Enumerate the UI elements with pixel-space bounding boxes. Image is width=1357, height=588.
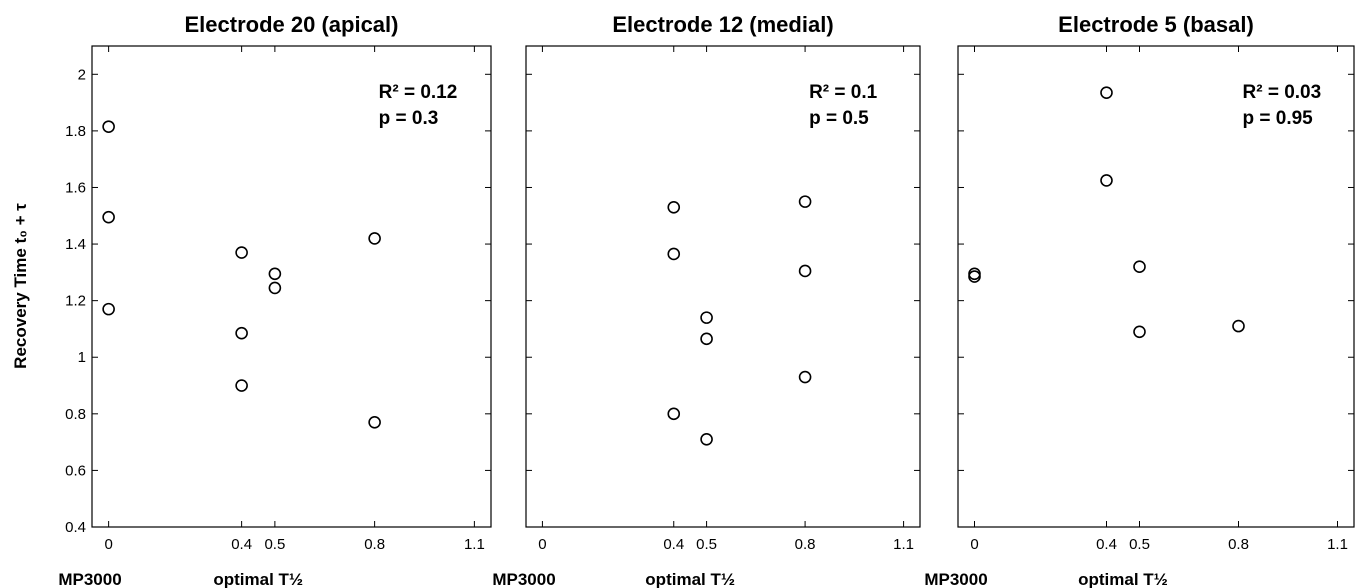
x-tick-label: 0 xyxy=(538,536,546,553)
data-point xyxy=(102,302,115,316)
x-tick-label: 1.1 xyxy=(464,536,485,553)
x-tick-label: 0 xyxy=(970,536,978,553)
y-tick-label: 1.4 xyxy=(65,236,86,253)
x-group-label-optimal: optimal T½ xyxy=(645,570,735,588)
panel-2: Electrode 12 (medial) 0 0.4 0.5 0.8 1.1 MP3000… xyxy=(492,12,921,588)
x-group-label-optimal: optimal T½ xyxy=(1078,570,1168,588)
y-tick-label: 0.6 xyxy=(65,462,86,479)
data-point xyxy=(798,370,812,384)
x-tick-label: 0.5 xyxy=(264,536,285,553)
data-point xyxy=(235,326,248,340)
data-point xyxy=(968,270,981,283)
data-point xyxy=(368,232,381,245)
data-point xyxy=(667,407,681,421)
r-squared-annotation: R² = 0.12 xyxy=(379,82,458,103)
x-tick-label: 0.4 xyxy=(1096,536,1117,553)
x-tick-label: 0.5 xyxy=(1129,536,1150,553)
x-tick-label: 0.4 xyxy=(663,536,684,553)
plot-frame xyxy=(91,45,492,528)
y-tick-label: 0.8 xyxy=(65,406,86,423)
x-group-label-mp3000: MP3000 xyxy=(58,570,121,588)
x-group-label-optimal: optimal T½ xyxy=(213,570,303,588)
x-tick-label: 0.8 xyxy=(364,536,385,553)
plot-frame xyxy=(525,45,921,528)
data-point xyxy=(1133,260,1146,273)
data-point xyxy=(1100,86,1113,99)
y-tick-label: 1 xyxy=(78,349,86,366)
chart-title: Electrode 20 (apical) xyxy=(185,12,399,37)
data-point xyxy=(1100,174,1113,187)
data-point xyxy=(1232,319,1245,333)
y-axis-label: Recovery Time t₀ + τ xyxy=(11,203,30,369)
data-point xyxy=(667,247,681,261)
p-value-annotation: p = 0.95 xyxy=(1243,108,1314,129)
x-tick-label: 0.8 xyxy=(1228,536,1249,553)
data-point xyxy=(667,200,681,214)
p-value-annotation: p = 0.3 xyxy=(379,108,439,129)
data-point xyxy=(1133,325,1146,339)
chart-title: Electrode 5 (basal) xyxy=(1058,12,1254,37)
chart-title: Electrode 12 (medial) xyxy=(612,12,833,37)
r-squared-annotation: R² = 0.1 xyxy=(809,82,878,103)
x-group-label-mp3000: MP3000 xyxy=(924,570,987,588)
data-point xyxy=(102,120,115,133)
panel-1: Electrode 20 (apical) 0.4 0.6 0.8 1 1.2 1.4 1.6… xyxy=(58,12,492,588)
data-point xyxy=(235,379,248,392)
y-tick-label: 2 xyxy=(78,66,86,83)
y-tick-label: 1.8 xyxy=(65,123,86,140)
p-value-annotation: p = 0.5 xyxy=(809,108,869,129)
data-point xyxy=(235,246,248,259)
x-group-label-mp3000: MP3000 xyxy=(492,570,555,588)
data-point xyxy=(700,432,713,446)
x-tick-label: 0.5 xyxy=(696,536,717,553)
r-squared-annotation: R² = 0.03 xyxy=(1243,82,1322,103)
data-point xyxy=(268,267,282,281)
data-point xyxy=(102,210,115,224)
plot-frame xyxy=(957,45,1355,528)
x-tick-label: 0.8 xyxy=(795,536,816,553)
data-point xyxy=(368,416,381,429)
data-point xyxy=(268,281,282,295)
data-point xyxy=(798,264,812,278)
y-tick-label: 0.4 xyxy=(65,519,86,536)
data-point xyxy=(700,332,713,346)
data-point xyxy=(700,311,713,324)
data-point xyxy=(798,195,812,208)
x-tick-label: 0 xyxy=(104,536,112,553)
x-tick-label: 1.1 xyxy=(893,536,914,553)
y-tick-label: 1.2 xyxy=(65,293,86,310)
x-tick-label: 1.1 xyxy=(1327,536,1348,553)
x-tick-label: 0.4 xyxy=(231,536,252,553)
panel-3: Electrode 5 (basal) 0 0.4 0.5 0.8 1.1 MP3000 op… xyxy=(924,12,1355,588)
y-tick-label: 1.6 xyxy=(65,179,86,196)
